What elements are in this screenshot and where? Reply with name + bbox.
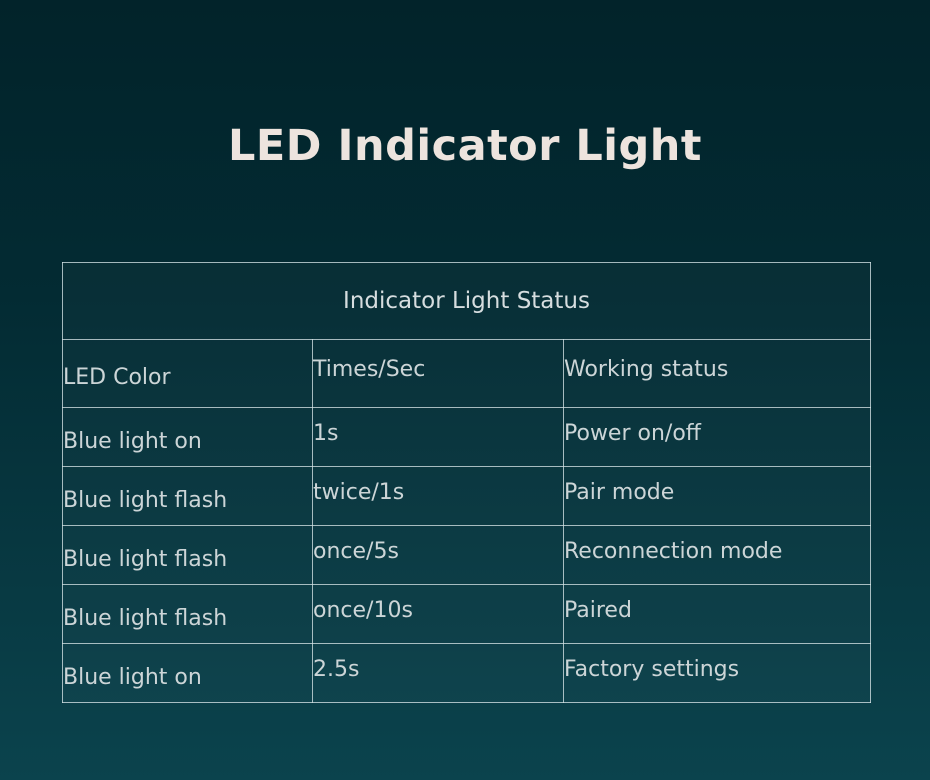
cell-text: twice/1s (313, 479, 405, 505)
column-header-label: Times/Sec (313, 357, 426, 382)
table-header-row: LED Color Times/Sec Working status (62, 339, 872, 408)
table-cell: Blue light on (62, 407, 313, 467)
cell-text: 2.5s (313, 656, 360, 682)
indicator-light-table: Indicator Light Status LED Color Times/S… (61, 262, 872, 703)
cell-text: Power on/off (564, 420, 701, 446)
cell-text: Blue light on (63, 664, 202, 690)
table-row: Blue light flash once/5s Reconnection mo… (62, 525, 872, 585)
cell-text: Factory settings (564, 656, 740, 682)
table-cell: Pair mode (562, 466, 872, 526)
table-cell: Blue light flash (62, 525, 313, 585)
column-header-label: Working status (564, 357, 729, 382)
cell-text: Reconnection mode (564, 538, 783, 564)
table-row: Blue light flash twice/1s Pair mode (62, 466, 872, 526)
column-header-led-color: LED Color (62, 339, 313, 408)
table-cell: once/10s (312, 584, 564, 644)
table-row: Blue light on 1s Power on/off (62, 407, 872, 467)
table-cell: once/5s (312, 525, 564, 585)
cell-text: Blue light flash (63, 487, 228, 513)
page-title: LED Indicator Light (228, 121, 702, 171)
cell-text: once/5s (313, 538, 399, 564)
cell-text: Pair mode (564, 479, 675, 505)
table-cell: twice/1s (312, 466, 564, 526)
column-header-label: LED Color (63, 365, 171, 390)
table-cell: Blue light on (62, 643, 313, 703)
cell-text: Blue light flash (63, 605, 228, 631)
cell-text: 1s (313, 420, 339, 446)
table-row: Blue light on 2.5s Factory settings (62, 643, 872, 703)
table-cell: Power on/off (562, 407, 872, 467)
cell-text: Blue light on (63, 428, 202, 454)
table-caption: Indicator Light Status (61, 262, 872, 340)
cell-text: Blue light flash (63, 546, 228, 572)
table-cell: 2.5s (312, 643, 564, 703)
table-cell: Blue light flash (62, 584, 313, 644)
table-cell: Reconnection mode (562, 525, 872, 585)
cell-text: once/10s (313, 597, 413, 623)
table-cell: 1s (312, 407, 564, 467)
table-caption-row: Indicator Light Status (61, 262, 872, 340)
table-row: Blue light flash once/10s Paired (62, 584, 872, 644)
cell-text: Paired (564, 597, 632, 623)
table-cell: Blue light flash (62, 466, 313, 526)
table-cell: Factory settings (562, 643, 872, 703)
column-header-times-sec: Times/Sec (312, 339, 564, 408)
table-cell: Paired (562, 584, 872, 644)
column-header-working-status: Working status (562, 339, 872, 408)
